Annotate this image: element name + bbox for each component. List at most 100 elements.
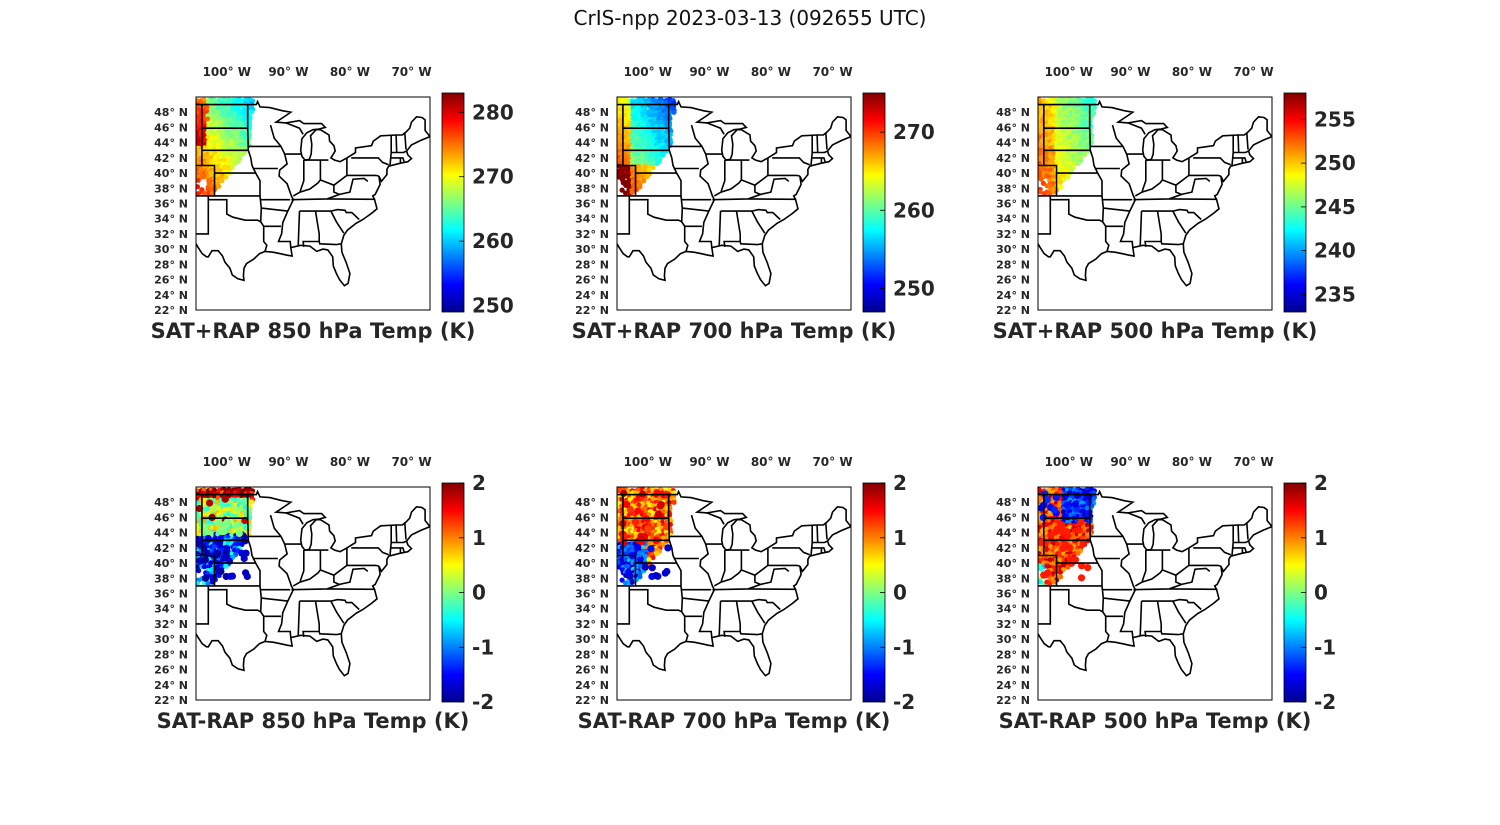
lat-tick-label: 46° N <box>154 121 188 134</box>
lat-tick-label: 38° N <box>575 182 609 195</box>
state-border <box>351 157 389 166</box>
lat-tick-label: 40° N <box>154 167 188 180</box>
swath-point <box>236 97 242 102</box>
swath-point <box>242 569 250 577</box>
lat-tick-label: 34° N <box>154 213 188 226</box>
swath-point <box>656 132 662 138</box>
state-border <box>1181 567 1211 586</box>
swath-point <box>656 522 662 528</box>
swath-point <box>206 499 214 507</box>
swath-point <box>223 174 229 180</box>
state-border <box>330 600 345 624</box>
state-border <box>718 211 722 247</box>
lat-tick-label: 46° N <box>575 511 609 524</box>
swath-point <box>646 167 652 173</box>
lat-tick-label: 48° N <box>996 106 1030 119</box>
map-frame <box>616 96 852 311</box>
map-frame <box>616 486 852 701</box>
swath-point <box>634 507 642 515</box>
colorbar-tick-label: 1 <box>893 526 907 550</box>
state-border <box>1231 542 1234 556</box>
swath-point <box>217 528 225 536</box>
state-border <box>1038 554 1058 625</box>
swath-point <box>637 574 643 580</box>
swath-point <box>240 151 246 157</box>
lon-tick-label: 90° W <box>689 455 729 469</box>
swath-point <box>220 554 228 562</box>
state-border <box>1141 550 1147 583</box>
colorbar-tick-label: -1 <box>893 635 915 659</box>
state-border <box>712 178 763 201</box>
state-border <box>1111 124 1137 248</box>
lon-tick-label: 90° W <box>1110 455 1150 469</box>
colorbar-tick-label: 1 <box>1314 526 1328 550</box>
swath-point <box>1047 557 1053 563</box>
swath-point <box>634 543 642 551</box>
lat-tick-label: 28° N <box>575 648 609 661</box>
swath-point <box>617 97 622 102</box>
lat-tick-label: 38° N <box>996 572 1030 585</box>
state-border <box>1133 568 1184 591</box>
state-border <box>1139 211 1143 247</box>
swath-point <box>1070 144 1077 151</box>
lat-tick-label: 26° N <box>154 274 188 287</box>
colorbar <box>441 92 465 313</box>
swath-point <box>1077 518 1085 526</box>
swath-point <box>637 128 643 134</box>
swath-point <box>198 166 204 173</box>
swath-point <box>637 184 643 190</box>
lon-tick-label: 70° W <box>812 455 852 469</box>
swath-point <box>1047 531 1055 539</box>
swath-point <box>205 506 211 512</box>
swath-point <box>1073 492 1081 500</box>
state-border <box>1237 524 1240 543</box>
swath-point <box>648 564 656 572</box>
swath-point <box>663 567 671 576</box>
swath-point <box>196 177 201 183</box>
swath-point <box>228 499 234 505</box>
state-border <box>812 150 828 154</box>
swath-point <box>620 489 628 497</box>
state-border <box>346 564 380 567</box>
map-panel: 100° W 90° W 80° W 70° W 48° N 46° N 44° N 42° … <box>996 65 1356 317</box>
state-border <box>389 542 392 556</box>
swath-point <box>1043 144 1049 150</box>
state-border <box>395 524 398 543</box>
swath-point <box>239 541 245 548</box>
state-border <box>682 597 709 602</box>
state-border <box>1246 132 1249 150</box>
lon-tick-label: 100° W <box>203 455 251 469</box>
state-border <box>1246 522 1249 540</box>
swath-point <box>221 113 227 119</box>
swath-point <box>1078 562 1086 570</box>
lat-tick-label: 28° N <box>154 648 188 661</box>
state-border <box>404 132 407 150</box>
state-border <box>712 568 763 591</box>
lat-tick-label: 26° N <box>154 664 188 677</box>
state-border <box>760 177 790 196</box>
swath-point <box>646 557 652 563</box>
swath-point <box>1059 544 1067 552</box>
lon-tick-label: 80° W <box>751 455 791 469</box>
swath-point <box>196 184 201 190</box>
state-border <box>739 631 762 636</box>
state-border <box>1233 150 1249 154</box>
swath-point <box>209 579 215 585</box>
state-border <box>816 524 819 543</box>
coastline <box>617 99 851 287</box>
panel-title: SAT-RAP 700 hPa Temp (K) <box>577 709 891 733</box>
lat-tick-label: 34° N <box>154 603 188 616</box>
swath-point <box>623 190 629 196</box>
swath-point <box>239 122 245 128</box>
colorbar-tick-label: 2 <box>1314 471 1328 495</box>
swath-point <box>1075 526 1083 534</box>
swath-point <box>660 542 666 548</box>
panel-title: SAT+RAP 850 hPa Temp (K) <box>150 319 476 343</box>
map-panel: 100° W 90° W 80° W 70° W 48° N 46° N 44° N 42° … <box>996 455 1336 714</box>
swath-point <box>623 500 631 508</box>
swath-point <box>656 502 664 510</box>
swath-point <box>652 572 660 580</box>
lon-tick-label: 70° W <box>812 65 852 79</box>
swath-point <box>1041 490 1049 498</box>
swath-point <box>654 550 660 557</box>
